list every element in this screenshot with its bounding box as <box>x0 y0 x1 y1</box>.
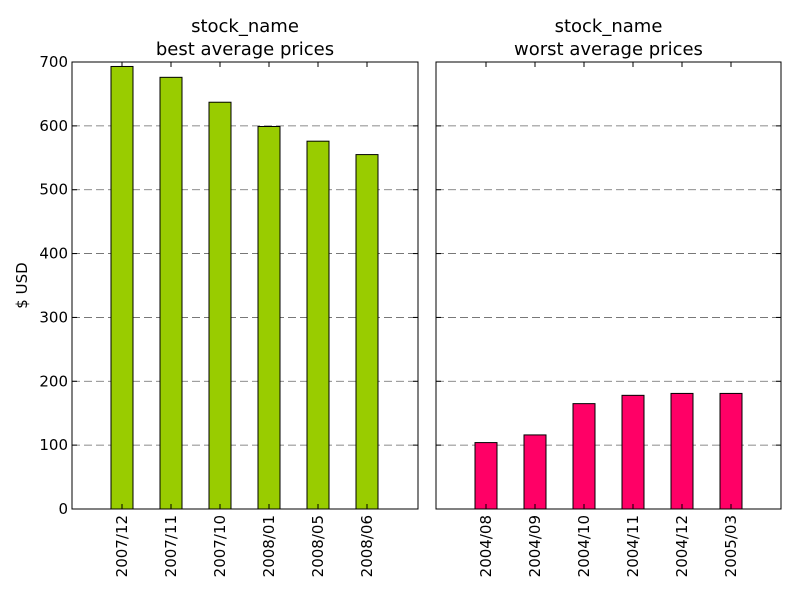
y-tick-label: 200 <box>39 372 68 390</box>
y-tick-label: 100 <box>39 436 68 454</box>
y-tick-label: 400 <box>39 245 68 263</box>
chart-title-line1: stock_name <box>191 16 299 37</box>
bar <box>110 65 134 510</box>
best-prices-panel: 0 100 200 300 400 500 600 700 2007/12 2007/11 2007… <box>13 16 419 577</box>
x-tick-label: 2008/05 <box>309 515 327 577</box>
x-tick-label: 2007/10 <box>211 515 229 577</box>
x-tick-label: 2005/03 <box>722 515 740 577</box>
bar <box>474 442 498 510</box>
x-tick-label: 2004/10 <box>575 515 593 577</box>
y-tick-label: 300 <box>39 308 68 326</box>
y-tick-label: 600 <box>39 117 68 135</box>
bar <box>257 125 281 510</box>
plot-frame <box>435 61 782 510</box>
bar <box>355 154 379 510</box>
x-tick-label: 2007/11 <box>162 515 180 577</box>
y-axis-label: $ USD <box>13 262 31 308</box>
bar <box>670 392 694 510</box>
y-tick-label: 0 <box>58 500 68 518</box>
chart-title-line2: best average prices <box>156 39 334 60</box>
x-tick-label: 2004/11 <box>624 515 642 577</box>
y-tick-label: 500 <box>39 181 68 199</box>
y-tick-label: 700 <box>39 53 68 71</box>
bar <box>572 403 596 510</box>
chart-title-line2: worst average prices <box>514 39 703 60</box>
x-tick-label: 2004/12 <box>673 515 691 577</box>
chart-title-line1: stock_name <box>555 16 663 37</box>
x-tick-label: 2004/08 <box>477 515 495 577</box>
bar <box>306 140 330 510</box>
x-tick-label: 2004/09 <box>526 515 544 577</box>
bar <box>523 434 547 510</box>
x-tick-label: 2007/12 <box>113 515 131 577</box>
x-tick-label: 2008/01 <box>260 515 278 577</box>
bar <box>621 394 645 510</box>
bar <box>208 101 232 510</box>
x-tick-label: 2008/06 <box>358 515 376 577</box>
bar <box>719 392 743 510</box>
bar <box>159 76 183 510</box>
plot-frame <box>71 61 419 510</box>
worst-prices-panel: 2004/08 2004/09 2004/10 2004/11 2004/12 2005/… <box>435 16 782 577</box>
